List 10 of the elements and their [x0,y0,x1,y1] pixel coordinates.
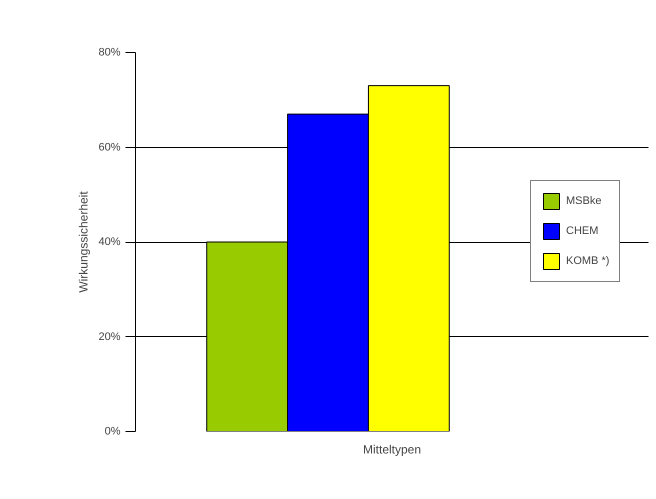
y-tick-label: 0% [104,426,121,438]
x-axis-title: Mitteltypen [362,442,422,456]
y-axis-title: Wirkungssicherheit [76,190,90,293]
y-tick-label: 60% [98,141,121,154]
legend-label: MSBke [566,195,602,207]
y-tick-label: 80% [98,46,121,58]
legend-label: KOMB *) [566,255,610,267]
legend-label: CHEM [566,225,598,237]
y-tick-label: 20% [98,330,121,343]
y-tick-label: 40% [98,236,121,248]
